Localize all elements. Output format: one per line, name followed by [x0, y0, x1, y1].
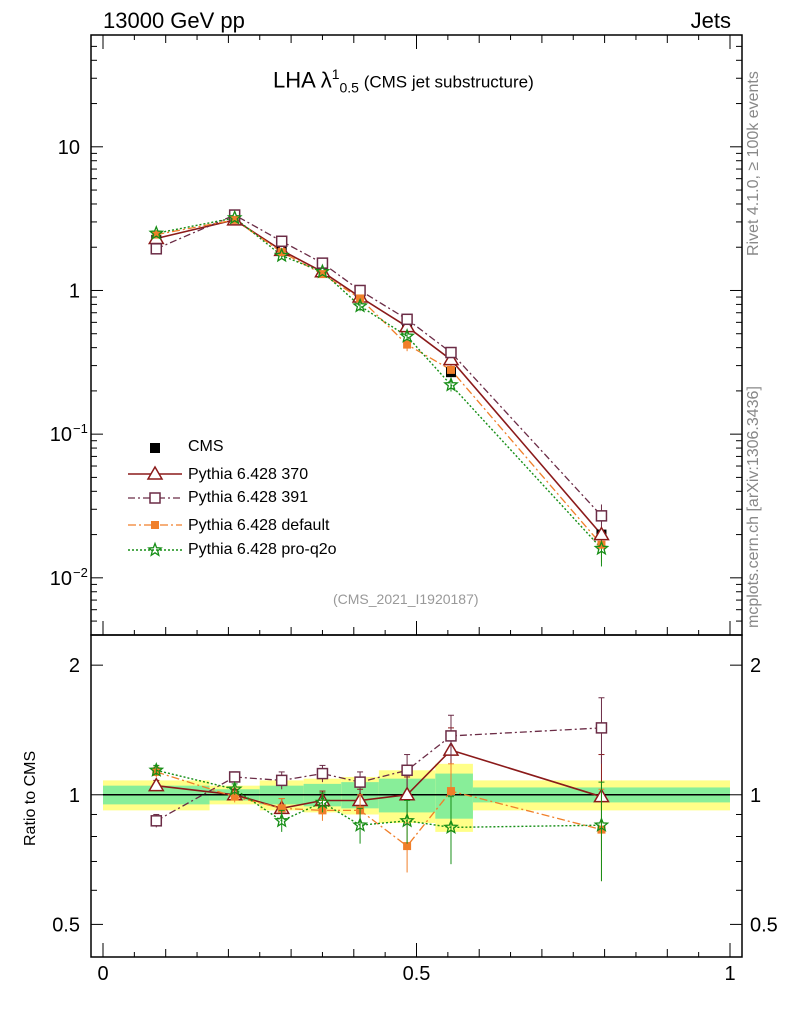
main-series-point: [443, 376, 459, 392]
legend-label-391: Pythia 6.428 391: [188, 489, 309, 506]
ratio-x-tick-label: 0: [97, 963, 108, 985]
main-y-tick-label: 10: [50, 568, 72, 590]
ratio-series-point: [275, 774, 288, 787]
main-series-point: [277, 248, 286, 257]
legend-marker: [149, 492, 161, 504]
ratio-series-point: [354, 776, 366, 788]
main-series-point: [445, 346, 457, 359]
ratio-series-point: [401, 764, 413, 777]
rivet-version-text: Rivet 4.1.0, ≥ 100k events: [745, 71, 762, 256]
ratio-y-tick-label: 1: [69, 785, 80, 807]
ratio-series-point: [147, 777, 165, 792]
main-series-point: [150, 243, 163, 255]
main-series-point: [593, 526, 610, 541]
ratio-x-tick-label: 0.5: [403, 963, 431, 985]
main-series-point: [442, 351, 460, 366]
ratio-band-inner: [435, 773, 473, 819]
main-series-point: [595, 510, 608, 522]
ratio-series-point: [230, 792, 239, 801]
main-series-point: [446, 365, 455, 374]
legend-label-cms: CMS: [188, 438, 224, 455]
ratio-y-tick-label-right: 1: [750, 785, 761, 807]
main-series-line: [156, 217, 603, 549]
main-series-point: [354, 284, 366, 297]
ratio-series-point: [595, 722, 608, 734]
ratio-series-point: [443, 819, 459, 835]
ratio-series-line: [156, 771, 602, 848]
ratio-series-point: [399, 812, 416, 828]
title-main: LHA λ: [273, 67, 332, 93]
ratio-x-tick-label: 1: [724, 963, 735, 985]
ratio-y-tick-label-right: 0.5: [750, 914, 778, 936]
ratio-series-point: [445, 730, 457, 742]
ratio-series-point: [446, 787, 455, 796]
ratio-series-point: [398, 786, 416, 801]
main-series-point: [593, 540, 610, 556]
ratio-series-point: [277, 804, 286, 813]
ratio-series-point: [593, 816, 610, 832]
process-label: Jets: [690, 8, 731, 33]
title-parenthetical: (CMS jet substructure): [358, 72, 534, 92]
ratio-series-point: [314, 794, 331, 810]
ratio-y-tick-label-right: 2: [750, 655, 761, 677]
main-series-point: [230, 215, 239, 224]
main-y-tick-label: 10: [58, 137, 80, 159]
title-superscript: 1: [331, 66, 340, 82]
analysis-id: (CMS_2021_I1920187): [333, 591, 479, 607]
legend-marker: [151, 521, 159, 529]
main-y-tick-exponent: −2: [73, 565, 88, 580]
main-series-point: [314, 263, 331, 279]
ratio-y-tick-label: 0.5: [52, 914, 80, 936]
main-series-line: [156, 219, 603, 536]
ratio-series-layer: [147, 697, 610, 882]
mcplots-reference-text: mcplots.cern.ch [arXiv:1306.3436]: [745, 386, 762, 628]
title-subscript: 0.5: [339, 79, 359, 96]
main-series-point: [398, 318, 416, 333]
main-series-line: [156, 214, 602, 517]
main-y-tick-label: 10: [50, 424, 72, 446]
ratio-series-point: [403, 842, 412, 851]
legend-label-pro-q2o: Pythia 6.428 pro-q2o: [188, 541, 337, 558]
ratio-series-line: [155, 727, 602, 822]
ratio-series-point: [228, 771, 241, 783]
ratio-series-point: [273, 812, 290, 828]
main-series-point: [226, 209, 243, 225]
ratio-series-line: [156, 749, 602, 810]
legend-label-default: Pythia 6.428 default: [188, 517, 330, 534]
ratio-series-point: [148, 762, 165, 777]
main-series-point: [316, 257, 329, 269]
ratio-y-tick-label: 2: [69, 655, 80, 677]
main-series-point: [597, 540, 606, 549]
main-series-point: [399, 328, 416, 343]
collision-energy-label: 13000 GeV pp: [103, 8, 245, 33]
main-series-point: [273, 247, 290, 263]
legend-label-370: Pythia 6.428 370: [188, 466, 309, 483]
ratio-series-point: [316, 767, 329, 780]
ratio-series-point: [226, 780, 243, 796]
legend-marker: [146, 465, 164, 480]
plot-title: LHA λ10.5 (CMS jet substructure): [273, 66, 534, 96]
ratio-series-point: [150, 815, 163, 827]
legend-markers: [128, 443, 182, 557]
main-series-layer: [147, 209, 610, 567]
main-series-point: [152, 230, 161, 239]
main-series-point: [148, 225, 165, 241]
main-series-point: [352, 297, 369, 313]
main-series-point: [275, 235, 288, 248]
legend-marker: [147, 541, 163, 557]
ratio-axis-label: Ratio to CMS: [22, 750, 39, 846]
ratio-series-point: [352, 816, 369, 832]
main-y-tick-label: 1: [69, 280, 80, 302]
legend-marker-cms: [150, 443, 160, 453]
main-y-tick-exponent: −1: [73, 421, 88, 436]
main-series-point: [401, 313, 413, 326]
main-series-point: [403, 340, 412, 349]
ratio-uncertainty-bands: [103, 763, 730, 832]
